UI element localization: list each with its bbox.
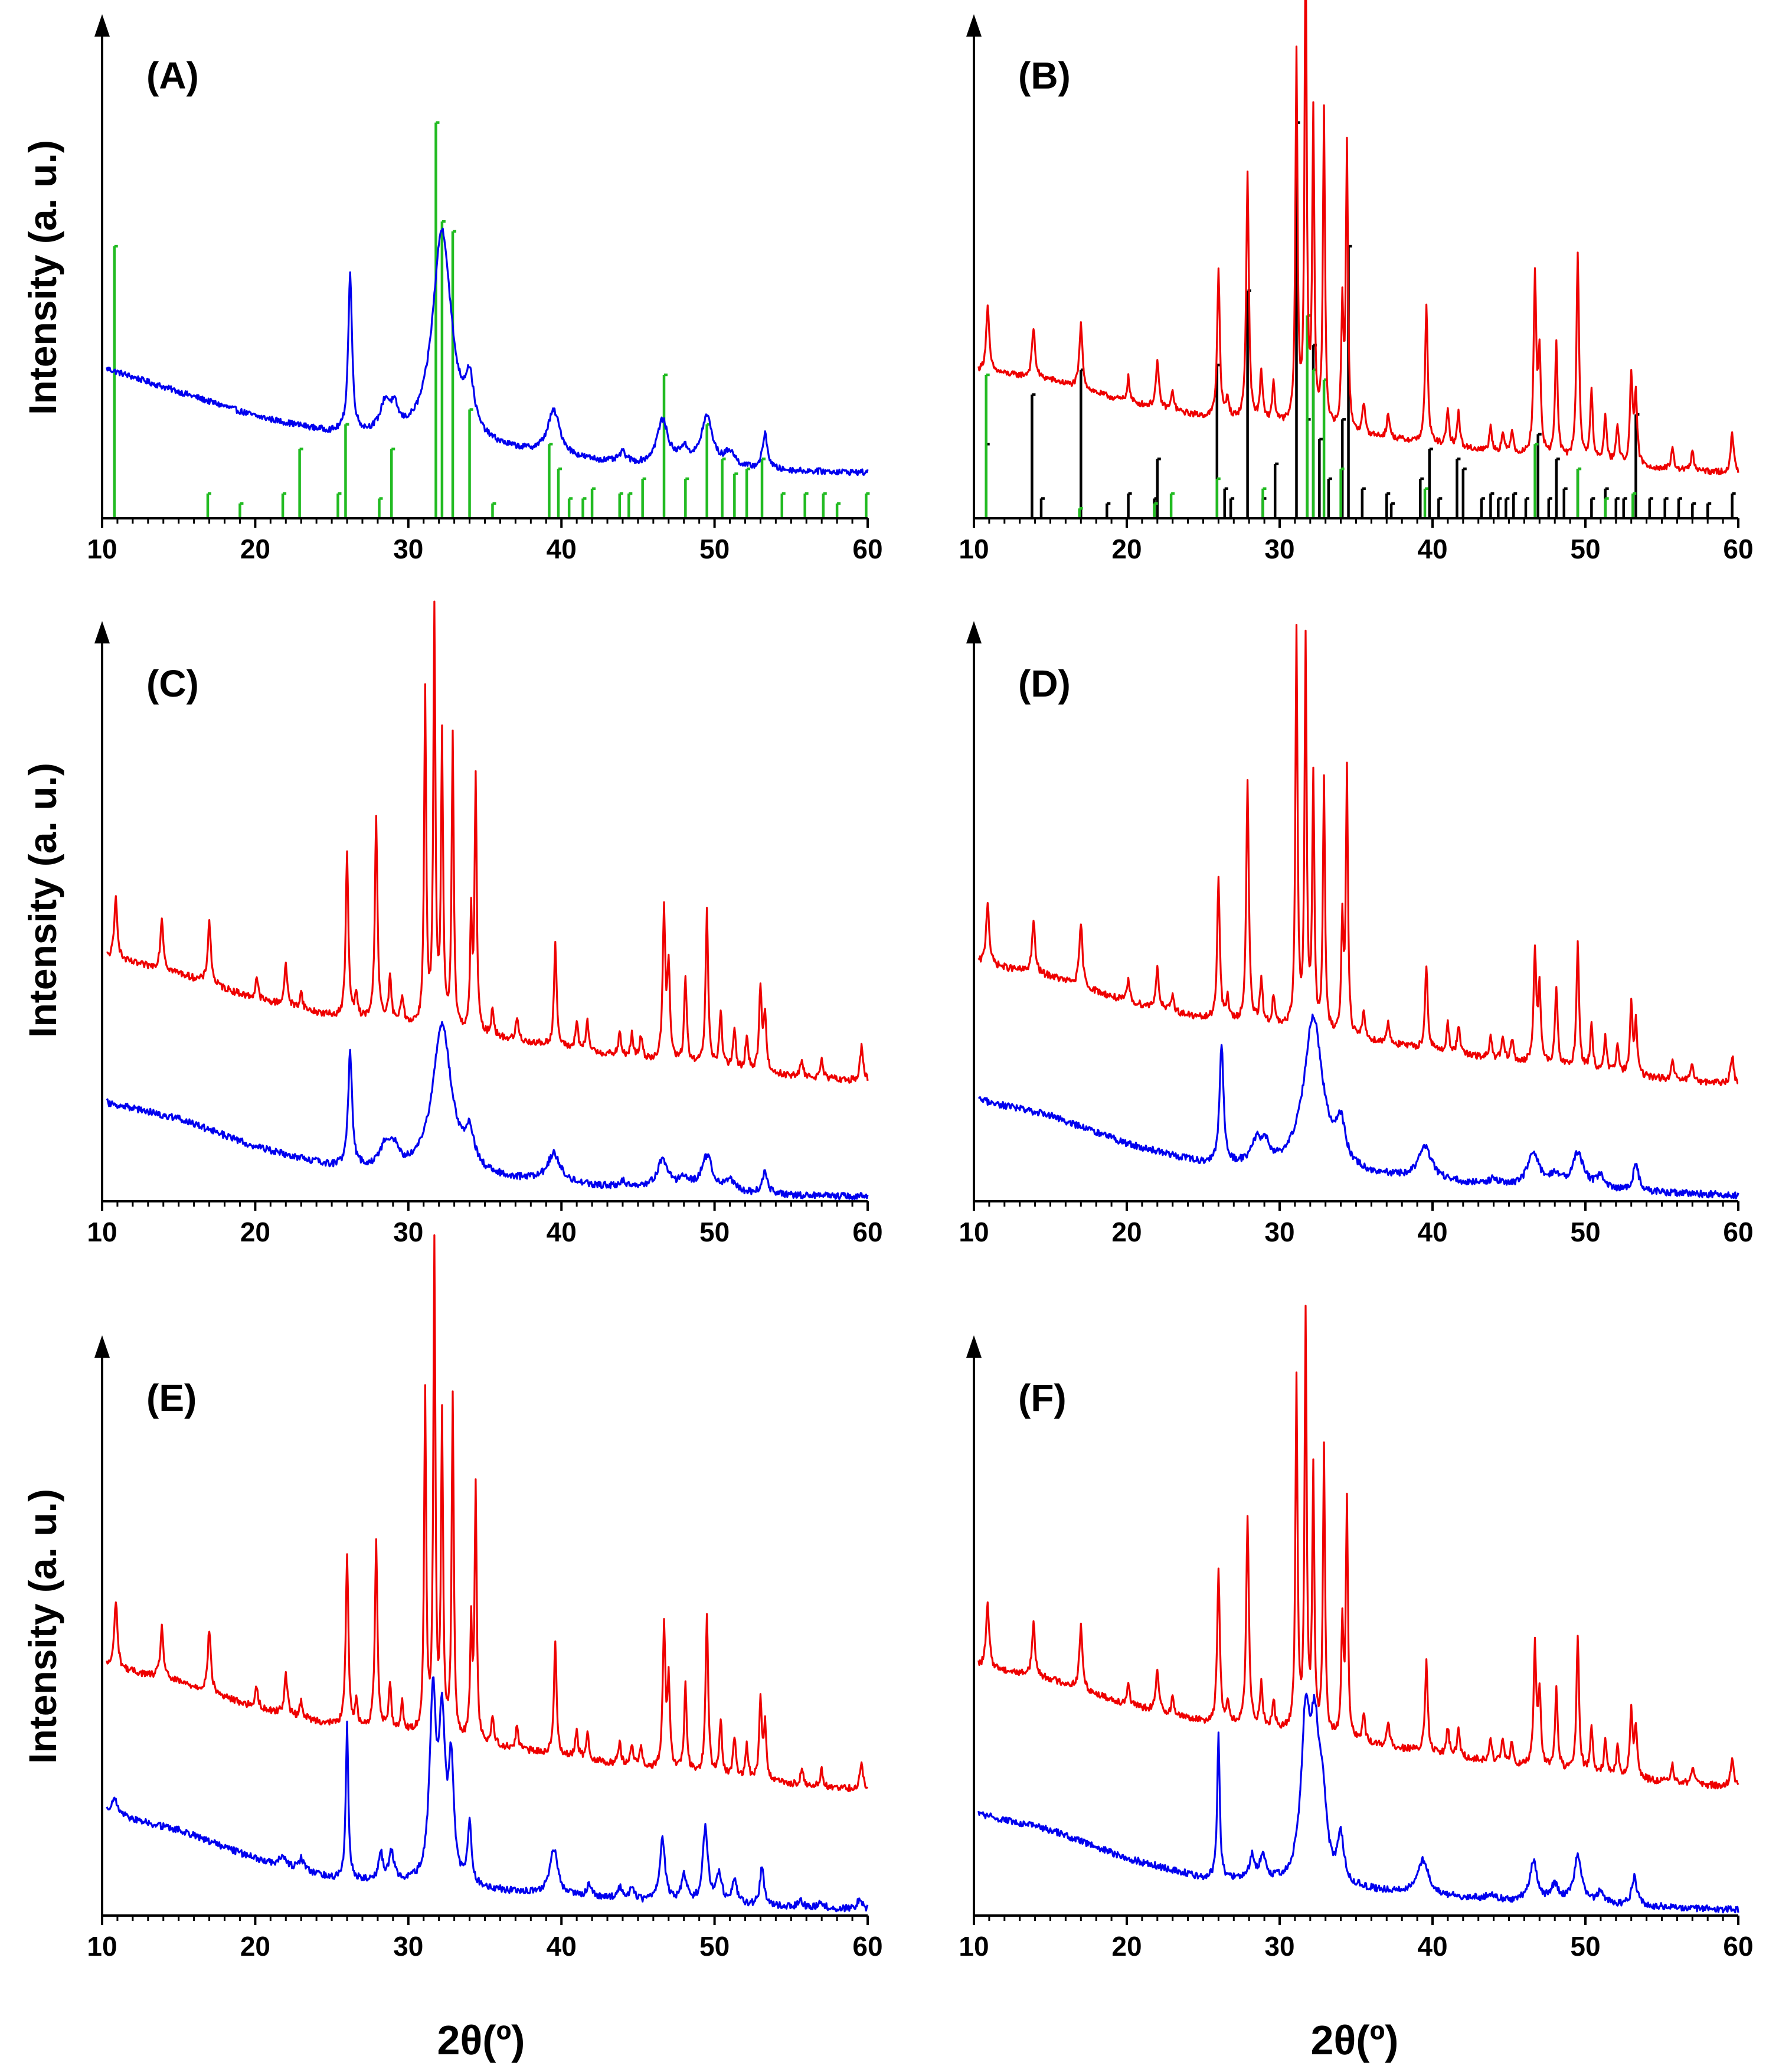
x-tick-label: 10 bbox=[87, 1217, 117, 1247]
x-tick-label: 20 bbox=[1111, 1931, 1142, 1962]
panel-c: 10 20 30 40 50 60 (C) bbox=[87, 600, 883, 1247]
panel-label: (D) bbox=[1018, 662, 1071, 705]
x-tick-label: 40 bbox=[1417, 534, 1447, 564]
red-pattern-line-0 bbox=[106, 1234, 869, 1792]
x-tick-label: 30 bbox=[1264, 1931, 1294, 1962]
x-tick-label: 50 bbox=[699, 534, 730, 564]
blue-pattern-line-0 bbox=[106, 227, 869, 476]
x-tick-label: 10 bbox=[959, 534, 989, 564]
red-pattern-line-0 bbox=[977, 1305, 1739, 1790]
x-tick-label: 40 bbox=[1417, 1217, 1447, 1247]
x-tick-label: 50 bbox=[699, 1217, 730, 1247]
x-tick-label: 30 bbox=[393, 1931, 423, 1962]
panel-d: 10 20 30 40 50 60 (D) bbox=[959, 621, 1754, 1247]
x-tick-label: 30 bbox=[1264, 534, 1294, 564]
x-tick-label: 20 bbox=[1111, 1217, 1142, 1247]
blue-pattern-line-1 bbox=[977, 1014, 1739, 1200]
red-pattern-line-0 bbox=[977, 623, 1739, 1087]
y-axis-label-row3: Intensity (a. u.) bbox=[21, 1489, 64, 1764]
panel-label: (A) bbox=[146, 54, 199, 97]
panel-e: 10 20 30 40 50 60 (E) bbox=[87, 1234, 883, 1962]
x-tick-label: 10 bbox=[87, 1931, 117, 1962]
y-axis-arrow bbox=[94, 14, 110, 37]
red-pattern-line-0 bbox=[106, 600, 869, 1084]
x-tick-label: 20 bbox=[1111, 534, 1142, 564]
y-axis-arrow bbox=[94, 621, 110, 643]
y-axis-arrow bbox=[966, 1335, 982, 1358]
x-tick-label: 60 bbox=[852, 534, 882, 564]
panel-b: 10 20 30 40 50 60 (B) bbox=[959, 0, 1754, 564]
x-tick-label: 40 bbox=[547, 1217, 577, 1247]
x-tick-label: 40 bbox=[1417, 1931, 1447, 1962]
y-axis-arrow bbox=[94, 1335, 110, 1358]
x-tick-label: 20 bbox=[240, 1217, 270, 1247]
blue-pattern-line-1 bbox=[106, 1021, 869, 1201]
panel-label: (C) bbox=[146, 662, 199, 705]
x-tick-label: 10 bbox=[959, 1931, 989, 1962]
panel-f: 10 20 30 40 50 60 (F) bbox=[959, 1305, 1754, 1962]
panel-a: 10 20 30 40 50 60 (A) bbox=[87, 14, 883, 564]
x-tick-label: 30 bbox=[393, 534, 423, 564]
x-tick-label: 60 bbox=[852, 1931, 882, 1962]
panel-label: (B) bbox=[1018, 54, 1071, 97]
x-tick-label: 40 bbox=[547, 534, 577, 564]
x-tick-label: 40 bbox=[547, 1931, 577, 1962]
y-axis-arrow bbox=[966, 14, 982, 37]
x-tick-label: 30 bbox=[1264, 1217, 1294, 1247]
y-axis-arrow bbox=[966, 621, 982, 643]
x-tick-label: 60 bbox=[1723, 1931, 1753, 1962]
panel-label: (E) bbox=[146, 1377, 197, 1419]
x-tick-label: 50 bbox=[1570, 1931, 1600, 1962]
x-tick-label: 50 bbox=[1570, 1217, 1600, 1247]
x-tick-label: 10 bbox=[959, 1217, 989, 1247]
x-tick-label: 60 bbox=[852, 1217, 882, 1247]
y-axis-label-row1: Intensity (a. u.) bbox=[21, 140, 64, 415]
y-axis-label-row2: Intensity (a. u.) bbox=[21, 763, 64, 1038]
x-axis-label-left: 2θ(º) bbox=[437, 2017, 525, 2063]
x-tick-label: 50 bbox=[699, 1931, 730, 1962]
panel-label: (F) bbox=[1018, 1377, 1067, 1419]
blue-pattern-line-1 bbox=[106, 1676, 869, 1913]
red-pattern-line-0 bbox=[977, 0, 1739, 476]
x-tick-label: 20 bbox=[240, 1931, 270, 1962]
x-axis-label-right: 2θ(º) bbox=[1311, 2017, 1399, 2063]
x-tick-label: 60 bbox=[1723, 1217, 1753, 1247]
x-tick-label: 10 bbox=[87, 534, 117, 564]
x-tick-label: 30 bbox=[393, 1217, 423, 1247]
x-tick-label: 20 bbox=[240, 534, 270, 564]
blue-pattern-line-1 bbox=[977, 1692, 1739, 1914]
x-tick-label: 60 bbox=[1723, 534, 1753, 564]
x-tick-label: 50 bbox=[1570, 534, 1600, 564]
